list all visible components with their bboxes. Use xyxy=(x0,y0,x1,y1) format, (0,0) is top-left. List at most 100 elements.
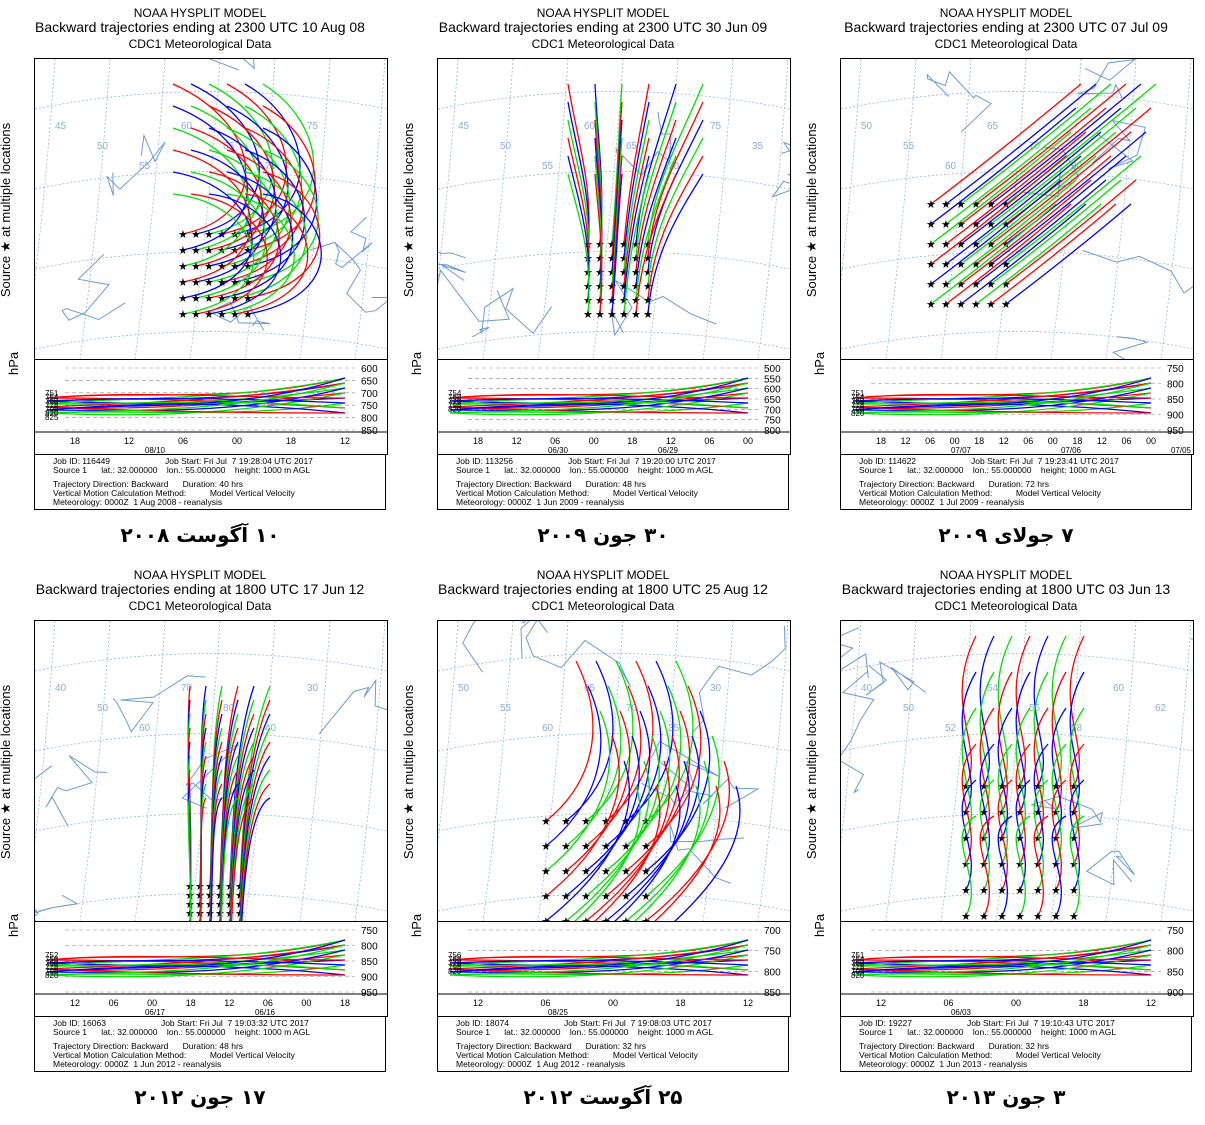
source-star-icon: ★ xyxy=(1069,859,1079,871)
source-pressure-label: 798 xyxy=(45,405,59,414)
source-star-icon: ★ xyxy=(631,281,641,293)
trajectory-line xyxy=(945,131,1087,245)
trajectory-line xyxy=(247,127,318,267)
trajectory-line xyxy=(960,155,1097,265)
trajectory-line xyxy=(647,155,704,301)
parallel-line xyxy=(35,813,387,832)
time-tick-label: 18 xyxy=(675,998,685,1008)
graticule-label: 80 xyxy=(223,703,235,714)
pressure-tick-label: 500 xyxy=(764,364,781,375)
job-source: Source 1 lat.: 32.000000 lon.: 55.000000… xyxy=(456,465,714,475)
job-meteo: Meteorology: 0000Z 1 Jul 2009 - reanalys… xyxy=(859,497,1025,507)
country-border xyxy=(61,253,126,321)
trajectory-line xyxy=(990,179,1122,285)
graticule-label: 50 xyxy=(97,703,109,714)
source-star-icon: ★ xyxy=(643,253,653,265)
trajectory-panel: NOAA HYSPLIT MODEL Backward trajectories … xyxy=(804,0,1205,560)
graticule-label: 58 xyxy=(1071,723,1083,734)
source-pressure-label: 754 xyxy=(45,393,59,402)
panel-caption: ۱۰ آگوست ۲۰۰۸ xyxy=(120,523,280,547)
data-source-title: CDC1 Meteorological Data xyxy=(934,599,1078,613)
source-star-icon: ★ xyxy=(191,261,201,273)
country-border xyxy=(438,269,510,322)
source-star-icon: ★ xyxy=(941,219,951,231)
meridian-line xyxy=(299,621,331,921)
meridian-line xyxy=(702,59,734,359)
map-y-label: Source ★ at multiple locations xyxy=(0,684,13,860)
source-star-icon: ★ xyxy=(926,279,936,291)
trajectory-line xyxy=(979,743,995,865)
time-tick-label: 00 xyxy=(147,998,157,1008)
trajectory-map: 45 50 55 60 65 70 75 ★ ★ ★ ★ ★ ★ ★ ★ ★ ★ ★ ★ ★ ★ ★ ★ ★ ★ ★ ★ ★ ★ ★ ★ ★ ★… xyxy=(34,58,388,360)
source-star-icon: ★ xyxy=(607,253,617,265)
trajectory-line xyxy=(623,101,650,259)
trajectory-line xyxy=(1005,203,1132,305)
trajectory-line xyxy=(960,179,1092,285)
trajectory-line xyxy=(625,735,700,897)
panel-caption: ۲۵ آگوست ۲۰۱۲ xyxy=(523,1085,683,1109)
map-y-label: Source ★ at multiple locations xyxy=(401,684,416,860)
source-star-icon: ★ xyxy=(1015,885,1025,897)
trajectory-line xyxy=(221,193,295,315)
hpa-axis-label: hPa xyxy=(6,913,21,937)
trajectory-line xyxy=(1033,671,1049,813)
trajectory-line xyxy=(930,131,1072,245)
trajectory-map: 40506070804030★★★★★★★★★★★★★★★★★★★★★★★★★★… xyxy=(34,620,388,922)
source-star-icon: ★ xyxy=(643,295,653,307)
meridian-line xyxy=(482,621,514,921)
parallel-line xyxy=(438,893,790,912)
vertical-trajectory-line xyxy=(449,968,749,976)
source-star-icon: ★ xyxy=(178,261,188,273)
time-tick-label: 00 xyxy=(301,998,311,1008)
source-star-icon: ★ xyxy=(204,245,214,257)
meridian-line xyxy=(438,621,459,844)
source-star-icon: ★ xyxy=(561,841,571,853)
trajectory-line xyxy=(990,107,1137,225)
job-source: Source 1 lat.: 32.000000 lon.: 55.000000… xyxy=(53,1027,311,1037)
source-star-icon: ★ xyxy=(619,253,629,265)
source-star-icon: ★ xyxy=(541,866,551,878)
trajectory-map: 405052545658606264★★★★★★★★★★★★★★★★★★★★★★… xyxy=(840,620,1194,922)
trajectory-line xyxy=(960,107,1107,225)
trajectory-line xyxy=(611,155,623,301)
source-star-icon: ★ xyxy=(997,859,1007,871)
source-star-icon: ★ xyxy=(641,816,651,828)
trajectory-line xyxy=(1051,743,1067,865)
time-tick-label: 06 xyxy=(178,436,188,446)
job-meteo: Meteorology: 0000Z 1 Jun 2013 - reanalys… xyxy=(859,1059,1028,1069)
job-id: Job ID: 18074 xyxy=(456,1018,509,1028)
trajectory-line xyxy=(545,735,620,897)
pressure-tick-label: 750 xyxy=(361,926,378,937)
trajectory-line xyxy=(1033,779,1049,891)
source-star-icon: ★ xyxy=(243,293,253,305)
meridian-line xyxy=(885,621,917,921)
vertical-profile: 500 550 600 650 700 750 800 18 12 06 00 18 12 06 00 06/… xyxy=(437,358,791,455)
source-star-icon: ★ xyxy=(217,277,227,289)
source-pressure-label: 798 xyxy=(851,405,865,414)
vertical-trajectory-line xyxy=(852,401,1152,409)
source-pressure-label: 754 xyxy=(851,955,865,964)
trajectory-line xyxy=(930,83,1082,205)
pressure-tick-label: 750 xyxy=(1167,926,1184,937)
pressure-tick-label: 900 xyxy=(1167,411,1184,422)
vertical-trajectory-line xyxy=(46,955,346,961)
source-star-icon: ★ xyxy=(926,239,936,251)
time-tick-label: 18 xyxy=(473,436,483,446)
pressure-tick-label: 850 xyxy=(361,957,378,968)
trajectory-line xyxy=(234,193,309,315)
source-star-icon: ★ xyxy=(997,911,1007,921)
vertical-trajectory-line xyxy=(449,377,749,411)
trajectory-line xyxy=(1051,671,1067,813)
pressure-tick-label: 900 xyxy=(361,973,378,984)
parallel-line xyxy=(841,653,1193,672)
meridian-line xyxy=(537,59,569,359)
job-info-box: Job ID: 116449 Job Start: Fri Jul 7 19:28… xyxy=(34,454,386,510)
source-star-icon: ★ xyxy=(1069,833,1079,845)
trajectory-line xyxy=(930,155,1067,265)
parallel-line xyxy=(35,91,387,110)
graticule-label: 60 xyxy=(584,121,596,132)
source-pressure-label: 798 xyxy=(448,401,462,410)
vertical-trajectory-line xyxy=(852,955,1152,961)
